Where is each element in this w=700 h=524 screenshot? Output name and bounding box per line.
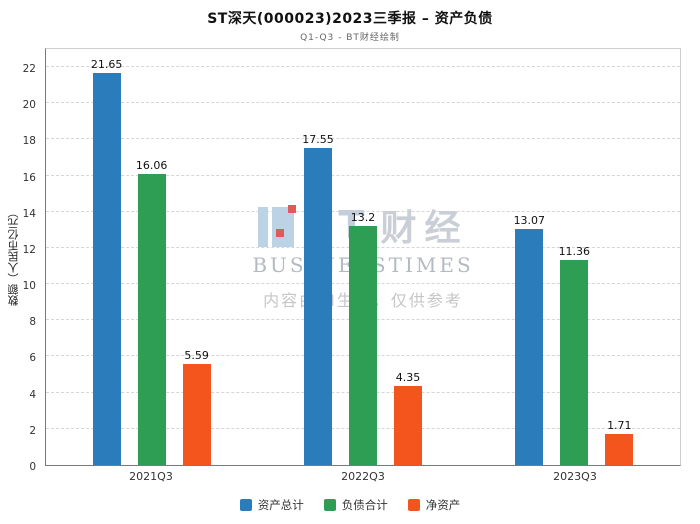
legend-item-净资产: 净资产 <box>407 497 461 513</box>
chart-subtitle: Q1-Q3 - BT财经绘制 <box>300 33 400 43</box>
y-tick-label: 12 <box>22 243 36 256</box>
bar-资产总计: 21.65 <box>90 58 123 465</box>
y-tick-label: 22 <box>22 63 36 75</box>
bar <box>182 363 211 465</box>
gridline <box>46 66 680 67</box>
bar <box>303 147 332 465</box>
bar-负债合计: 16.06 <box>135 159 168 465</box>
y-tick-label: 16 <box>22 171 36 184</box>
legend-item-负债合计: 负债合计 <box>323 497 388 513</box>
plot-area: BT 财经 BUSINESSTIMES 内容由AI生成，仅供参考 21.6516… <box>45 48 681 466</box>
bar <box>560 259 589 465</box>
bar-负债合计: 13.2 <box>348 211 377 465</box>
bar-value-label: 17.55 <box>302 132 334 146</box>
bar-value-label: 21.65 <box>90 58 123 72</box>
legend-swatch-icon <box>323 499 336 511</box>
legend-swatch-icon <box>407 499 420 511</box>
bar <box>515 228 544 465</box>
bar <box>137 174 166 465</box>
legend: 资产总计 负债合计 净资产 <box>0 497 700 513</box>
y-tick-label: 0 <box>29 461 36 473</box>
gridline <box>46 102 680 104</box>
x-tick-label: 2023Q3 <box>553 470 597 483</box>
bar <box>348 226 377 465</box>
y-tick-labels: 0 2 4 6 8 10 12 14 16 18 20 22 <box>0 48 42 473</box>
bar-value-label: 4.35 <box>395 371 421 385</box>
legend-label: 资产总计 <box>257 498 304 512</box>
bar <box>92 73 121 465</box>
y-tick-label: 14 <box>22 207 36 220</box>
legend-swatch-icon <box>239 499 252 511</box>
y-tick-label: 10 <box>22 280 36 293</box>
bar-group: 17.55 13.2 4.35 <box>257 49 468 465</box>
x-tick-label: 2022Q3 <box>341 470 385 483</box>
gridline <box>46 138 680 140</box>
bar-group: 21.65 16.06 5.59 <box>46 49 257 465</box>
bar-groups: 21.65 16.06 5.59 17.55 13.2 4.35 13.07 11.36 1.7… <box>46 49 680 465</box>
y-tick-label: 18 <box>22 135 36 148</box>
x-tick-label: 2021Q3 <box>129 470 173 483</box>
y-tick-label: 2 <box>29 424 36 437</box>
legend-label: 负债合计 <box>341 498 388 512</box>
gridline <box>46 174 680 176</box>
bar-value-label: 13.07 <box>513 213 546 227</box>
legend-label: 净资产 <box>425 498 461 512</box>
bar-净资产: 1.71 <box>605 419 634 465</box>
bar-value-label: 13.2 <box>350 211 376 225</box>
y-tick-label: 4 <box>29 388 36 401</box>
chart-title: ST深天(000023)2023三季报 – 资产负债 <box>207 11 493 27</box>
bar-净资产: 5.59 <box>182 348 211 465</box>
bar-value-label: 16.06 <box>135 159 168 173</box>
y-tick-label: 8 <box>29 316 36 329</box>
bar-value-label: 5.59 <box>184 348 209 362</box>
bar <box>393 386 422 465</box>
x-tick-labels: 2021Q3 2022Q3 2023Q3 <box>45 470 681 483</box>
y-tick-label: 20 <box>22 99 36 112</box>
legend-item-资产总计: 资产总计 <box>239 497 304 513</box>
bar-负债合计: 11.36 <box>558 244 591 465</box>
bar <box>605 434 634 465</box>
bar-资产总计: 13.07 <box>513 213 546 465</box>
bar-value-label: 1.71 <box>607 419 632 433</box>
bar-group: 13.07 11.36 1.71 <box>469 49 680 465</box>
bar-value-label: 11.36 <box>558 244 591 258</box>
bar-净资产: 4.35 <box>393 371 422 465</box>
bar-资产总计: 17.55 <box>302 132 334 465</box>
gridline <box>46 210 680 212</box>
y-tick-label: 6 <box>29 352 36 365</box>
